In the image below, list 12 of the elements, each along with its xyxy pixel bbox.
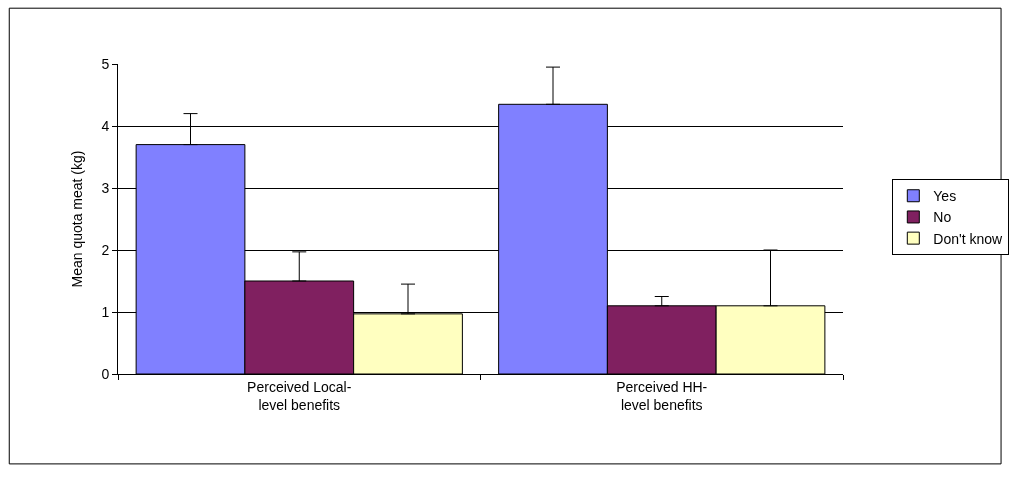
x-tick-label: Perceived Local- level benefits bbox=[247, 378, 352, 413]
y-tick-label: 1 bbox=[101, 303, 110, 320]
y-tick-label: 3 bbox=[101, 179, 110, 196]
y-tick-label: 5 bbox=[101, 55, 110, 72]
x-tick-label: Perceived HH- level benefits bbox=[616, 378, 708, 413]
legend-label: Don't know bbox=[933, 230, 1004, 247]
y-tick-label: 4 bbox=[101, 117, 110, 134]
y-tick-label: 0 bbox=[101, 365, 110, 382]
y-tick-label: 2 bbox=[101, 241, 110, 258]
y-axis-title: Mean quota meat (kg) bbox=[69, 150, 85, 288]
legend-label: Yes bbox=[933, 188, 957, 205]
legend-label: No bbox=[933, 209, 952, 226]
